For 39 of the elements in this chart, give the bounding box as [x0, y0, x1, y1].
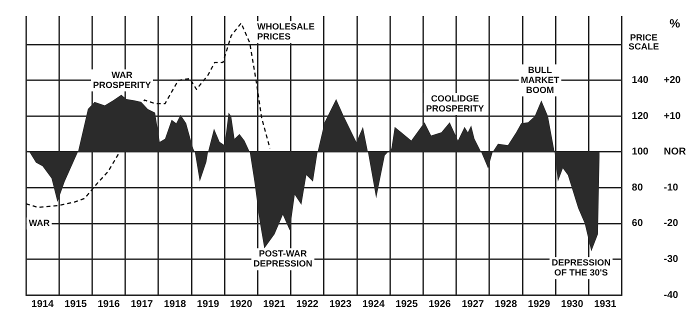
y2-tick-label: 80: [632, 182, 644, 194]
x-tick-label: 1931: [594, 298, 617, 310]
x-tick-label: 1928: [494, 298, 518, 310]
y-tick-label: NOR: [664, 146, 687, 158]
x-tick-label: 1919: [196, 298, 220, 310]
x-tick-label: 1916: [98, 298, 120, 310]
x-tick-label: 1923: [329, 298, 352, 310]
x-tick-label: 1915: [64, 298, 88, 310]
x-tick-label: 1926: [428, 298, 452, 310]
annotation: WAR: [28, 218, 50, 228]
x-tick-label: 1914: [31, 298, 54, 310]
y2-tick-label: 100: [632, 146, 649, 158]
x-tick-label: 1927: [462, 298, 484, 310]
series-label: WHOLESALE PRICES: [257, 22, 315, 42]
y-tick-label: -30: [664, 254, 679, 265]
x-tick-label: 1920: [230, 298, 253, 310]
y-tick-label: -10: [664, 182, 679, 194]
y-axis-title: %: [670, 16, 681, 30]
y-tick-label: -40: [664, 290, 679, 301]
y-tick-label: -20: [664, 218, 679, 230]
x-tick-label: 1918: [164, 298, 187, 310]
y2-axis-title: PRICE SCALE: [628, 32, 660, 52]
annotation: DEPRESSION OF THE 30'S: [552, 258, 611, 278]
annotation: POST-WAR DEPRESSION: [253, 248, 312, 269]
x-tick-label: 1929: [528, 298, 551, 310]
x-tick-label: 1930: [561, 298, 584, 310]
y2-tick-label: 140: [632, 75, 649, 86]
y-tick-label: +20: [664, 75, 682, 86]
annotation: BULL MARKET BOOM: [520, 64, 560, 95]
y2-tick-label: 120: [632, 110, 649, 122]
x-tick-label: 1921: [263, 298, 286, 310]
y-tick-label: +10: [664, 110, 682, 122]
x-tick-label: 1925: [396, 298, 418, 310]
x-tick-label: 1924: [362, 298, 386, 310]
x-tick-label: 1917: [130, 298, 154, 310]
annotation: WAR PROSPERITY: [92, 70, 151, 90]
y2-tick-label: 60: [632, 218, 644, 230]
annotation: COOLIDGE PROSPERITY: [426, 93, 484, 114]
x-tick-label: 1922: [296, 298, 319, 310]
